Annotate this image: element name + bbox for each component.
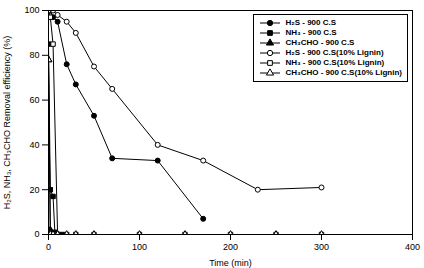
svg-text:H₂S, NH₃, CH₃CHO Removal effic: H₂S, NH₃, CH₃CHO Removal efficiency (%) [2,36,12,210]
svg-text:0: 0 [34,229,39,239]
html-text:NH₃ - 900 C.S: NH₃ - 900 C.S [285,28,337,37]
svg-text:60: 60 [29,95,39,105]
svg-text:400: 400 [405,242,420,252]
html-text:CH₃CHO - 900 C.S(10% Lignin): CH₃CHO - 900 C.S(10% Lignin) [285,68,402,77]
html-text:CH₃CHO - 900 C.S: CH₃CHO - 900 C.S [285,38,355,47]
svg-text:80: 80 [29,50,39,60]
svg-text:0: 0 [46,242,51,252]
svg-text:100: 100 [132,242,147,252]
html-text:NH₃ - 900 C.S(10% Lignin): NH₃ - 900 C.S(10% Lignin) [285,58,385,67]
svg-text:100: 100 [24,5,39,15]
svg-text:200: 200 [223,242,238,252]
html-text:H₂S - 900 C.S(10% Lignin): H₂S - 900 C.S(10% Lignin) [285,48,384,57]
html-text:H₂S - 900 C.S: H₂S - 900 C.S [285,18,337,27]
svg-text:20: 20 [29,185,39,195]
svg-text:Time (min): Time (min) [209,258,252,268]
svg-text:300: 300 [314,242,329,252]
svg-text:40: 40 [29,140,39,150]
